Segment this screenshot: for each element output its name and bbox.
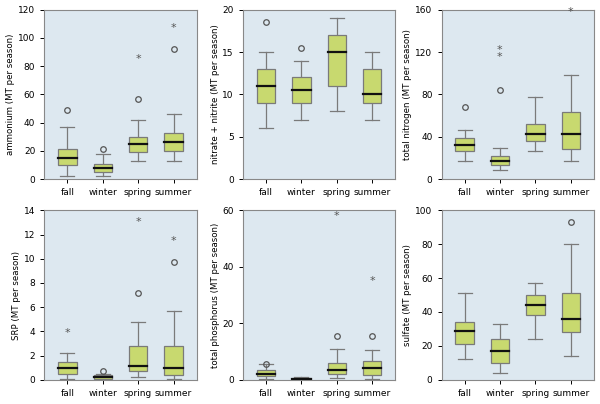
- Bar: [363, 361, 382, 375]
- Text: *: *: [65, 328, 70, 338]
- Bar: [292, 378, 311, 379]
- Bar: [129, 346, 148, 371]
- Y-axis label: ammonium (MT per season): ammonium (MT per season): [6, 34, 15, 155]
- Text: *: *: [136, 54, 141, 64]
- Bar: [526, 295, 545, 316]
- Bar: [526, 124, 545, 141]
- Text: *: *: [136, 217, 141, 227]
- Bar: [455, 322, 474, 344]
- Bar: [455, 138, 474, 151]
- Text: *: *: [334, 211, 340, 221]
- Bar: [164, 133, 183, 151]
- Text: *: *: [370, 276, 375, 286]
- Bar: [292, 78, 311, 103]
- Bar: [94, 375, 112, 379]
- Text: *: *: [497, 53, 503, 62]
- Y-axis label: nitrate + nitrite (MT per season): nitrate + nitrite (MT per season): [211, 25, 220, 164]
- Bar: [257, 69, 275, 103]
- Text: *: *: [171, 236, 176, 246]
- Bar: [129, 137, 148, 152]
- Bar: [363, 69, 382, 103]
- Bar: [164, 346, 183, 375]
- Bar: [491, 339, 509, 363]
- Bar: [328, 35, 346, 86]
- Bar: [94, 164, 112, 172]
- Bar: [491, 156, 509, 165]
- Bar: [562, 293, 580, 332]
- Y-axis label: SRP (MT per season): SRP (MT per season): [12, 250, 21, 339]
- Bar: [257, 370, 275, 377]
- Text: *: *: [171, 23, 176, 33]
- Bar: [58, 149, 77, 165]
- Bar: [328, 363, 346, 374]
- Y-axis label: total nitrogen (MT per season): total nitrogen (MT per season): [403, 29, 412, 160]
- Text: *: *: [497, 45, 503, 55]
- Bar: [562, 112, 580, 149]
- Y-axis label: sulfate (MT per season): sulfate (MT per season): [403, 244, 412, 346]
- Text: *: *: [568, 7, 574, 17]
- Bar: [58, 362, 77, 374]
- Y-axis label: total phosphorus (MT per season): total phosphorus (MT per season): [211, 223, 220, 368]
